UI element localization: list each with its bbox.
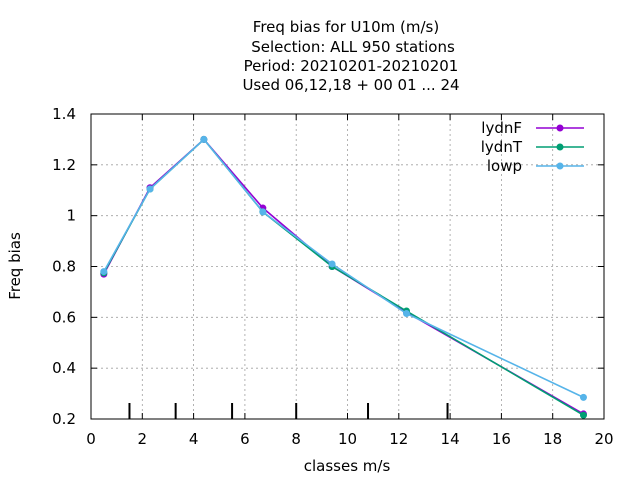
data-point-lowp — [146, 185, 154, 193]
series-line-lowp — [103, 138, 584, 399]
y-tick-label: 1.2 — [52, 156, 76, 174]
title-line-2: Selection: ALL 950 stations — [251, 38, 455, 56]
y-axis-label: Freq bias — [6, 232, 24, 300]
x-tick-label: 18 — [543, 430, 562, 448]
series-line-lydnT — [103, 138, 584, 416]
x-tick-label: 2 — [138, 430, 148, 448]
x-tick-label: 16 — [492, 430, 511, 448]
x-axis-label: classes m/s — [304, 457, 391, 475]
series-lines — [100, 135, 587, 419]
y-tick-label: 0.4 — [52, 359, 76, 377]
x-tick-label: 4 — [189, 430, 199, 448]
data-point-lowp — [328, 260, 336, 268]
data-point-lowp — [402, 310, 410, 318]
title-line-4: Used 06,12,18 + 00 01 ... 24 — [242, 76, 459, 94]
x-tick-label: 0 — [86, 430, 96, 448]
y-tick-label: 0.8 — [52, 258, 76, 276]
y-tick-label: 0.2 — [52, 410, 76, 428]
x-tick-label: 12 — [389, 430, 408, 448]
y-tick-label: 1.4 — [52, 105, 76, 123]
legend-label-lowp: lowp — [487, 157, 522, 175]
chart-title: Freq bias for U10m (m/s) Selection: ALL … — [242, 18, 459, 94]
class-boundary-markers — [128, 403, 449, 419]
axis-ticks: 0 2 4 6 8 10 12 14 16 18 20 0.2 0.4 0.6 0.8 1 1.2 1.4 — [52, 105, 613, 448]
x-tick-label: 8 — [291, 430, 301, 448]
legend-label-lydnF: lydnF — [481, 119, 522, 137]
y-tick-label: 0.6 — [52, 308, 76, 326]
data-point-lowp — [259, 208, 267, 216]
plot-border — [90, 113, 605, 420]
legend-marker-lydnT — [556, 143, 564, 151]
data-point-lowp — [200, 135, 208, 143]
legend-marker-lydnF — [556, 124, 564, 132]
legend-label-lydnT: lydnT — [481, 138, 523, 156]
data-point-lowp — [579, 393, 587, 401]
title-line-1: Freq bias for U10m (m/s) — [253, 18, 439, 36]
grid — [91, 114, 604, 419]
x-tick-label: 10 — [338, 430, 357, 448]
data-point-lydnT — [579, 411, 587, 419]
x-tick-label: 14 — [441, 430, 460, 448]
y-tick-label: 1 — [66, 207, 76, 225]
legend-marker-lowp — [556, 162, 564, 170]
x-tick-label: 20 — [594, 430, 613, 448]
x-tick-label: 6 — [240, 430, 250, 448]
title-line-3: Period: 20210201-20210201 — [244, 57, 459, 75]
data-point-lowp — [100, 268, 108, 276]
